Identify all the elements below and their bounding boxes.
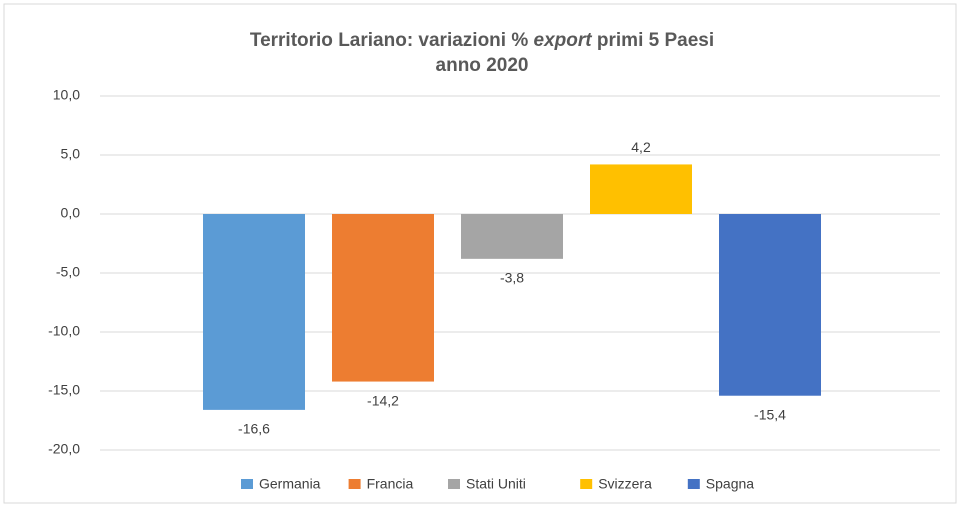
title-part: Territorio Lariano: variazioni % xyxy=(250,30,528,51)
legend-swatch xyxy=(448,479,460,489)
data-label: -15,4 xyxy=(754,406,786,422)
legend-swatch xyxy=(241,479,253,489)
chart-title: Territorio Lariano: variazioni % export … xyxy=(250,30,714,51)
legend-label: Stati Uniti xyxy=(466,476,526,492)
legend-label: Svizzera xyxy=(598,476,652,492)
y-tick-label: 10,0 xyxy=(53,87,80,103)
y-tick-label: 5,0 xyxy=(61,146,81,162)
legend-label: Germania xyxy=(259,476,321,492)
title-part: export xyxy=(534,30,593,51)
y-tick-label: -20,0 xyxy=(48,441,80,457)
y-tick-label: 0,0 xyxy=(61,205,81,221)
data-label: -3,8 xyxy=(500,270,524,286)
data-label: 4,2 xyxy=(631,139,651,155)
title-part: primi 5 Paesi xyxy=(597,30,714,51)
bar xyxy=(461,214,563,259)
bar xyxy=(332,214,434,382)
bar xyxy=(719,214,821,396)
legend-swatch xyxy=(348,479,361,489)
data-label: -16,6 xyxy=(238,421,270,437)
legend-label: Francia xyxy=(367,476,414,492)
y-tick-label: -10,0 xyxy=(48,323,80,339)
bar xyxy=(590,164,692,214)
chart-subtitle: anno 2020 xyxy=(436,55,529,76)
y-tick-label: -15,0 xyxy=(48,382,80,398)
y-tick-label: -5,0 xyxy=(56,264,80,280)
data-label: -14,2 xyxy=(367,392,399,408)
legend-swatch xyxy=(580,479,593,489)
legend-swatch xyxy=(687,479,700,489)
bar xyxy=(203,214,305,410)
legend-label: Spagna xyxy=(706,476,754,492)
